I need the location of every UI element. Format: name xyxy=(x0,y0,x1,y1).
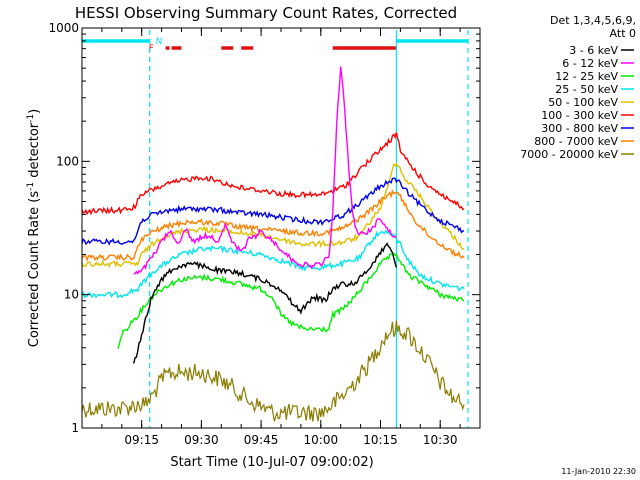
series-line-1 xyxy=(133,66,397,275)
x-tick-label-2: 09:45 xyxy=(244,433,279,447)
legend-label-2: 12 - 25 keV xyxy=(555,70,618,83)
chart-title: HESSI Observing Summary Count Rates, Cor… xyxy=(75,4,457,22)
y-label-sup-2: -1 xyxy=(26,114,36,123)
footer-date: 11-Jan-2010 22:30 xyxy=(561,467,636,476)
series-line-7 xyxy=(81,189,465,263)
series-line-2 xyxy=(117,252,465,349)
series-line-4 xyxy=(81,162,465,268)
plot-series xyxy=(81,66,465,422)
y-tick-label-3: 1000 xyxy=(48,21,79,35)
legend-label-7: 800 - 7000 keV xyxy=(534,135,618,148)
y-axis-label: Corrected Count Rate (s-1 detector-1) xyxy=(26,109,42,347)
legend-header-line-2: Att 0 xyxy=(610,27,636,40)
x-tick-label-0: 09:15 xyxy=(124,433,159,447)
flag-N-label: N xyxy=(156,37,163,47)
series-line-3 xyxy=(81,229,465,299)
y-label-part-3: ) xyxy=(27,109,42,114)
legend-label-0: 3 - 6 keV xyxy=(569,44,618,57)
legend-label-5: 100 - 300 keV xyxy=(541,109,618,122)
legend-label-4: 50 - 100 keV xyxy=(548,96,618,109)
x-tick-label-1: 09:30 xyxy=(184,433,219,447)
flag-boundaries xyxy=(149,30,469,428)
y-tick-label-0: 1 xyxy=(71,421,79,435)
legend-label-8: 7000 - 20000 keV xyxy=(520,148,618,161)
axes: 1 10 100 1000 09:15 09:30 09:45 10:00 10:15 10:30 xyxy=(48,21,481,447)
x-axis-label: Start Time (10-Jul-07 09:00:02) xyxy=(170,455,373,470)
x-tick-label-4: 10:15 xyxy=(363,433,398,447)
legend-label-3: 25 - 50 keV xyxy=(555,83,618,96)
y-tick-label-1: 10 xyxy=(64,288,79,302)
y-tick-label-2: 100 xyxy=(56,154,79,168)
legend-label-6: 300 - 800 keV xyxy=(541,122,618,135)
flag-F-label: F xyxy=(149,44,154,54)
y-label-part-1: Corrected Count Rate (s xyxy=(27,191,42,348)
observing-flags: NF xyxy=(82,37,469,54)
y-label-part-2: detector xyxy=(27,122,42,182)
legend-header-line-1: Det 1,3,4,5,6,9, xyxy=(550,14,636,27)
series-line-8 xyxy=(81,320,465,422)
series-line-6 xyxy=(81,177,465,246)
x-tick-label-3: 10:00 xyxy=(304,433,339,447)
series-line-5 xyxy=(81,132,465,216)
y-label-sup-1: -1 xyxy=(26,182,36,191)
legend-label-1: 6 - 12 keV xyxy=(562,57,618,70)
series-line-0 xyxy=(133,242,398,364)
x-tick-label-5: 10:30 xyxy=(423,433,458,447)
